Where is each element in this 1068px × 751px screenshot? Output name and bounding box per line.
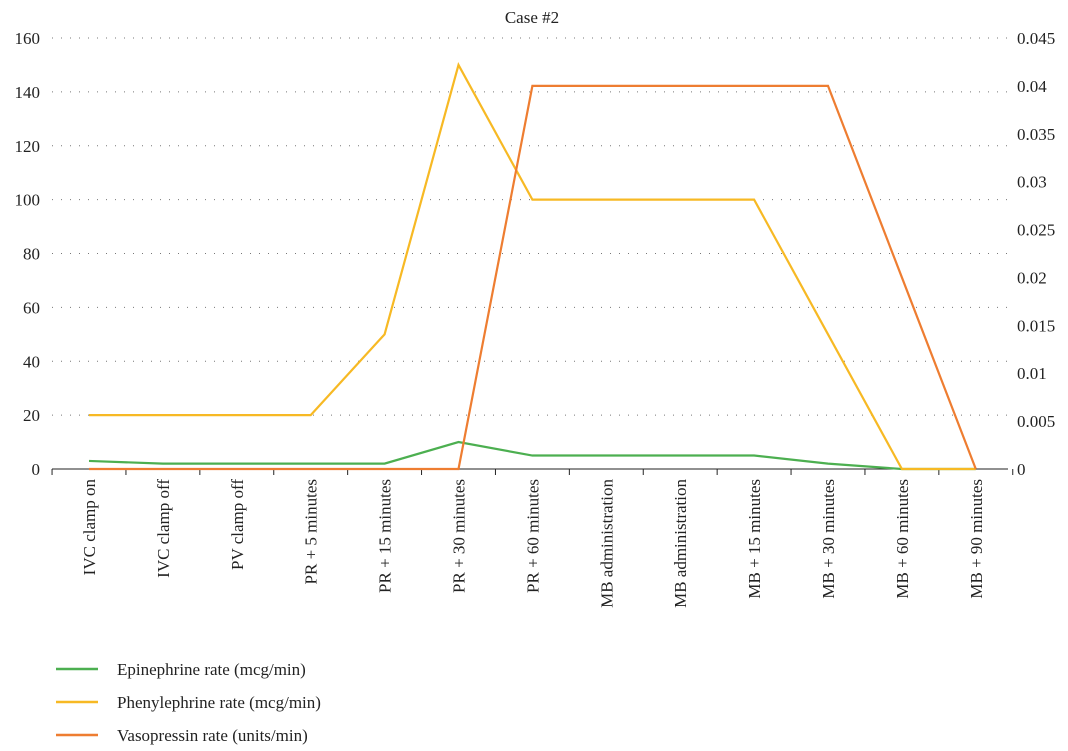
left-tick-label: 40 [23, 352, 40, 371]
right-tick-label: 0.015 [1017, 316, 1055, 335]
x-axis: IVC clamp on IVC clamp off PV clamp off PR … [52, 469, 1013, 608]
series-line [89, 86, 976, 469]
left-tick-label: 100 [15, 191, 41, 210]
right-tick-label: 0 [1017, 460, 1026, 479]
x-category-label: MB + 90 minutes [967, 479, 986, 599]
x-category-label: MB + 30 minutes [819, 479, 838, 599]
x-category-label: IVC clamp off [154, 479, 173, 578]
left-tick-label: 20 [23, 406, 40, 425]
left-tick-label: 140 [15, 83, 41, 102]
x-category-label: MB + 60 minutes [893, 479, 912, 599]
right-tick-label: 0.01 [1017, 364, 1047, 383]
series-lines [89, 65, 976, 469]
x-category-label: MB + 15 minutes [745, 479, 764, 599]
x-category-label: PR + 5 minutes [302, 479, 321, 584]
x-category-label: PR + 60 minutes [523, 479, 542, 593]
left-tick-label: 80 [23, 245, 40, 264]
x-category-label: PR + 30 minutes [450, 479, 469, 593]
right-y-axis: 0 0.005 0.01 0.015 0.02 0.025 0.03 0.035 0.04 0.0… [1017, 29, 1055, 479]
right-tick-label: 0.005 [1017, 412, 1055, 431]
x-category-label: PR + 15 minutes [376, 479, 395, 593]
x-category-label: MB administration [671, 479, 690, 608]
x-category-label: MB administration [597, 479, 616, 608]
legend-label: Epinephrine rate (mcg/min) [117, 660, 306, 679]
chart-title: Case #2 [505, 8, 559, 27]
right-tick-label: 0.02 [1017, 268, 1047, 287]
left-tick-label: 0 [32, 460, 41, 479]
x-category-label: IVC clamp on [80, 479, 99, 576]
right-tick-label: 0.045 [1017, 29, 1055, 48]
x-category-label: PV clamp off [228, 479, 247, 570]
right-tick-label: 0.035 [1017, 125, 1055, 144]
right-tick-label: 0.025 [1017, 221, 1055, 240]
right-tick-label: 0.03 [1017, 173, 1047, 192]
left-tick-label: 160 [15, 29, 41, 48]
legend: Epinephrine rate (mcg/min) Phenylephrine … [56, 660, 321, 745]
left-tick-label: 60 [23, 298, 40, 317]
legend-label: Vasopressin rate (units/min) [117, 726, 308, 745]
right-tick-label: 0.04 [1017, 77, 1047, 96]
left-tick-label: 120 [15, 137, 41, 156]
left-y-axis: 0 20 40 60 80 100 120 140 160 [15, 29, 41, 479]
legend-label: Phenylephrine rate (mcg/min) [117, 693, 321, 712]
